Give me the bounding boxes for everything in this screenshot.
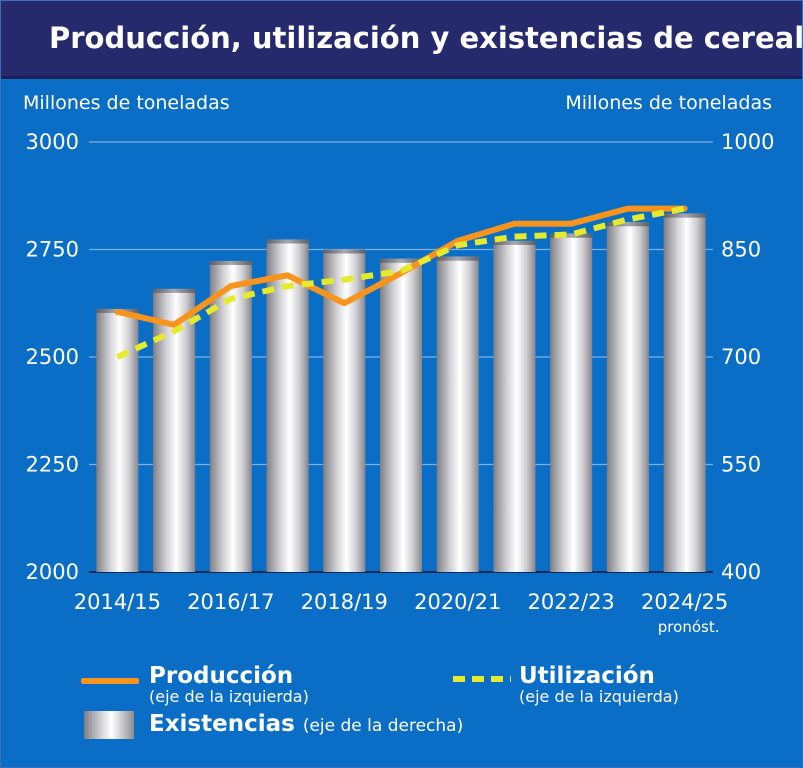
y-right-tick-label: 1000: [721, 130, 774, 154]
existencias-bar-cap: [323, 249, 366, 254]
y-right-tick-label: 850: [721, 238, 761, 262]
y-right-tick-label: 550: [721, 453, 761, 477]
y-right-tick-label: 700: [721, 345, 761, 369]
chart-title: Producción, utilización y existencias de…: [49, 21, 803, 55]
left-axis-unit-label: Millones de toneladas: [23, 92, 230, 114]
x-tick-label: 2018/19: [301, 590, 388, 614]
x-forecast-note: pronóst.: [658, 618, 720, 636]
produccion-line: [114, 205, 688, 328]
existencias-bar: [606, 222, 649, 572]
utilizacion-line: [116, 205, 686, 360]
existencias-bar-cap: [663, 213, 706, 218]
existencias-bar-cap: [606, 222, 649, 227]
y-left-tick-label: 2000: [26, 560, 79, 584]
existencias-bar-cap: [380, 258, 422, 263]
existencias-bar-cap: [209, 260, 252, 265]
existencias-bar: [663, 213, 706, 572]
title-bar: Producción, utilización y existencias de…: [1, 1, 802, 76]
existencias-bar: [380, 258, 422, 572]
existencias-bar: [436, 256, 479, 572]
y-left-tick-label: 2750: [26, 238, 79, 262]
existencias-bar-cap: [436, 256, 479, 261]
existencias-bar: [550, 233, 593, 572]
existencias-bar-cap: [493, 240, 536, 245]
y-left-tick-label: 2500: [26, 345, 79, 369]
right-axis-unit-label: Millones de toneladas: [565, 92, 772, 114]
existencias-bar: [493, 240, 536, 572]
existencias-bar-cap: [153, 288, 196, 293]
existencias-bar-cap: [550, 233, 593, 238]
x-tick-label: 2014/15: [74, 590, 161, 614]
y-left-tick-label: 2250: [26, 453, 79, 477]
existencias-bar: [209, 260, 252, 572]
x-tick-label: 2022/23: [528, 590, 615, 614]
x-tick-label: 2024/25: [641, 590, 728, 614]
existencias-bar-cap: [266, 239, 309, 244]
x-tick-label: 2016/17: [187, 590, 274, 614]
y-left-tick-label: 3000: [26, 130, 79, 154]
existencias-bar: [96, 308, 139, 572]
x-tick-label: 2020/21: [414, 590, 501, 614]
existencias-bar: [266, 239, 309, 572]
y-right-tick-label: 400: [721, 560, 761, 584]
